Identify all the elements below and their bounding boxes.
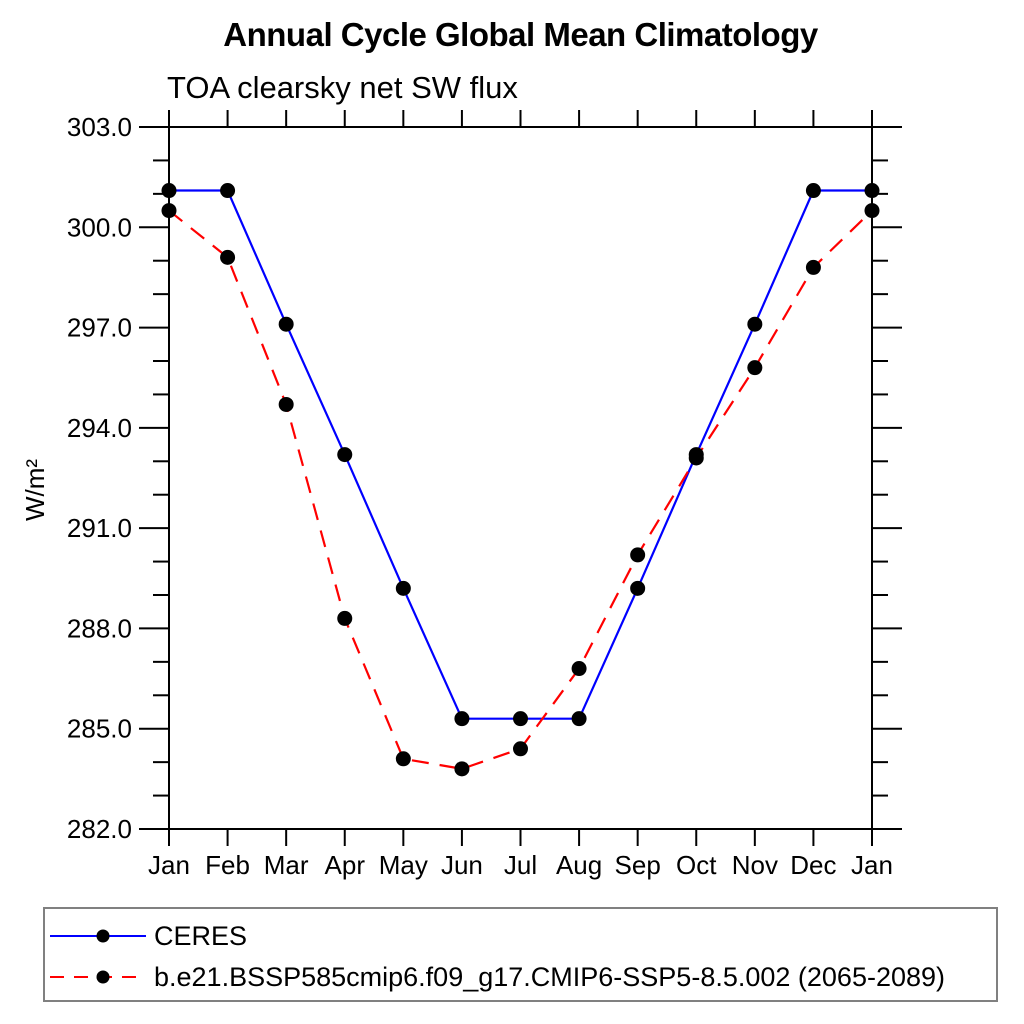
data-point-marker-series0 (805, 183, 821, 199)
legend-item-ceres: CERES (48, 921, 247, 951)
y-axis-tick-label: 303.0 (67, 112, 132, 142)
x-axis-tick-label: Apr (325, 850, 366, 880)
data-point-marker-series1 (161, 203, 177, 219)
data-point-marker-series1 (513, 741, 528, 757)
x-axis-tick-label: Oct (676, 850, 717, 880)
x-axis-tick-label: Nov (732, 850, 778, 880)
legend: CERES b.e21.BSSP585cmip6.f09_g17.CMIP6-S… (43, 907, 998, 1002)
x-axis-tick-label: Jan (148, 850, 190, 880)
series-line-1 (168, 209, 873, 770)
x-axis-tick-label: Feb (205, 850, 250, 880)
data-point-marker-series0 (747, 316, 763, 332)
x-axis-tick-label: Aug (556, 850, 602, 880)
series-line-0 (169, 189, 872, 720)
data-point-marker-series1 (454, 761, 470, 777)
x-axis-tick-label: Jan (851, 850, 893, 880)
x-axis-tick-label: Dec (790, 850, 836, 880)
y-axis-tick-label: 294.0 (67, 413, 132, 443)
x-axis-tick-label: May (379, 850, 428, 880)
data-point-marker-series0 (161, 183, 177, 199)
data-point-marker-series1 (630, 547, 646, 563)
y-axis-tick-label: 282.0 (67, 814, 132, 844)
legend-label-ceres: CERES (154, 920, 248, 951)
x-axis-tick-label: Sep (615, 850, 661, 880)
data-point-marker-series1 (805, 259, 821, 275)
data-point-marker-series0 (454, 711, 470, 727)
data-point-marker-series0 (337, 447, 353, 463)
x-axis-tick-label: Jun (441, 850, 483, 880)
data-point-marker-series0 (630, 580, 646, 596)
y-axis-tick-label: 300.0 (67, 212, 132, 242)
x-axis-tick-label: Jul (504, 850, 537, 880)
y-axis-tick-label: 297.0 (67, 313, 132, 343)
data-point-marker-series0 (220, 183, 236, 199)
data-point-marker-series1 (220, 249, 236, 265)
data-point-marker-series1 (864, 203, 880, 219)
legend-item-model: b.e21.BSSP585cmip6.f09_g17.CMIP6-SSP5-8.… (48, 962, 945, 992)
data-point-marker-series1 (571, 661, 587, 677)
y-axis-tick-label: 291.0 (67, 513, 132, 543)
y-axis-tick-label: 288.0 (67, 613, 132, 643)
data-point-marker-series0 (278, 316, 294, 332)
y-axis-title: W/m² (20, 459, 50, 521)
data-point-marker-series1 (395, 751, 411, 767)
data-point-marker-series1 (337, 610, 353, 626)
data-point-marker-series0 (395, 580, 411, 596)
data-point-marker-series1 (278, 396, 294, 412)
data-point-marker-series0 (571, 711, 587, 727)
chart-title: Annual Cycle Global Mean Climatology (223, 16, 818, 53)
data-point-marker-series1 (688, 450, 704, 466)
data-point-marker-series1 (747, 360, 763, 376)
plot-area: 282.0 285.0 288.0 291.0 294.0 297.0 300.0 303.0… (20, 110, 902, 880)
chart-subtitle: TOA clearsky net SW flux (167, 70, 518, 105)
y-axis-tick-label: 285.0 (67, 714, 132, 744)
legend-label-model: b.e21.BSSP585cmip6.f09_g17.CMIP6-SSP5-8.… (154, 961, 946, 992)
legend-sample-solid-line-icon (50, 929, 146, 943)
data-point-marker-series0 (513, 711, 528, 727)
legend-sample-dashed-line-icon (50, 970, 146, 984)
x-axis-tick-label: Mar (264, 850, 309, 880)
data-point-marker-series0 (864, 183, 880, 199)
